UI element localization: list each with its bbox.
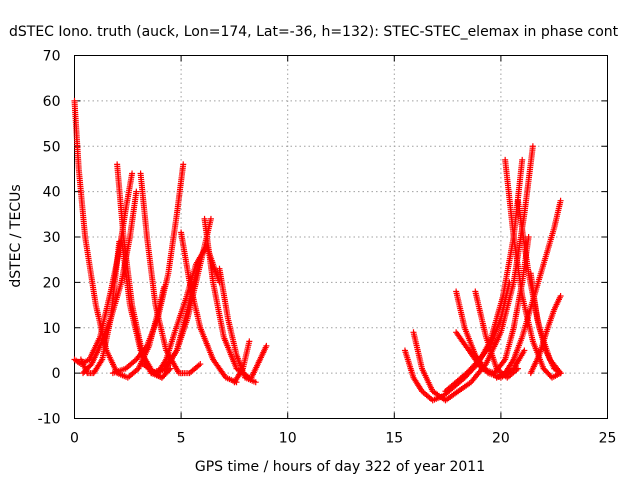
data-series-arc <box>216 265 259 386</box>
grid <box>74 55 608 419</box>
x-tick-label: 15 <box>385 431 403 447</box>
data-point <box>180 161 187 168</box>
data-series-arc <box>109 161 187 377</box>
data-series-arc <box>527 270 564 377</box>
y-axis-title: dSTEC / TECUs <box>8 184 24 287</box>
data-series-arc <box>231 338 253 386</box>
data-series-arc <box>137 170 204 377</box>
data-series-arc <box>201 215 253 381</box>
data-point <box>263 342 270 349</box>
x-tick-label: 20 <box>492 431 510 447</box>
data-points <box>71 97 564 404</box>
data-series-arc <box>248 342 270 381</box>
data-point <box>521 347 528 354</box>
axis-ticks: 0 5 10 15 20 25 -10 0 10 20 30 40 50 60 70 <box>38 49 617 447</box>
x-tick-label: 5 <box>177 431 186 447</box>
x-tick-label: 25 <box>599 431 617 447</box>
data-series-arc <box>154 243 223 377</box>
y-tick-label: 50 <box>43 139 61 155</box>
data-point <box>557 370 564 377</box>
y-tick-label: 30 <box>43 230 61 246</box>
data-series-arc <box>502 156 564 381</box>
data-point <box>514 365 521 372</box>
data-point <box>506 279 513 286</box>
data-point <box>525 234 532 240</box>
data-point <box>133 188 140 195</box>
y-tick-label: 10 <box>43 321 61 337</box>
y-tick-label: 40 <box>43 185 61 201</box>
data-series-arc <box>77 238 123 377</box>
data-point <box>252 379 259 386</box>
data-point <box>557 292 564 299</box>
y-tick-label: -10 <box>38 412 61 428</box>
data-point <box>129 170 136 177</box>
y-tick-label: 20 <box>43 275 61 291</box>
chart-title: dSTEC Iono. truth (auck, Lon=174, Lat=-3… <box>9 24 619 40</box>
y-tick-label: 70 <box>43 49 61 65</box>
y-tick-label: 60 <box>43 94 61 110</box>
data-point <box>246 338 253 345</box>
data-series-arc <box>453 288 528 381</box>
x-tick-label: 10 <box>279 431 297 447</box>
x-tick-label: 0 <box>70 431 79 447</box>
data-point <box>557 197 564 204</box>
data-series-arc <box>442 279 513 395</box>
data-series-arc <box>527 292 564 377</box>
data-point <box>529 143 536 150</box>
data-point <box>197 361 204 368</box>
data-series-arc <box>178 229 240 386</box>
y-tick-label: 0 <box>52 366 61 382</box>
x-axis-title: GPS time / hours of day 322 of year 2011 <box>195 459 485 475</box>
data-series-arc <box>472 288 521 381</box>
data-point <box>207 215 214 222</box>
data-point <box>519 156 526 163</box>
